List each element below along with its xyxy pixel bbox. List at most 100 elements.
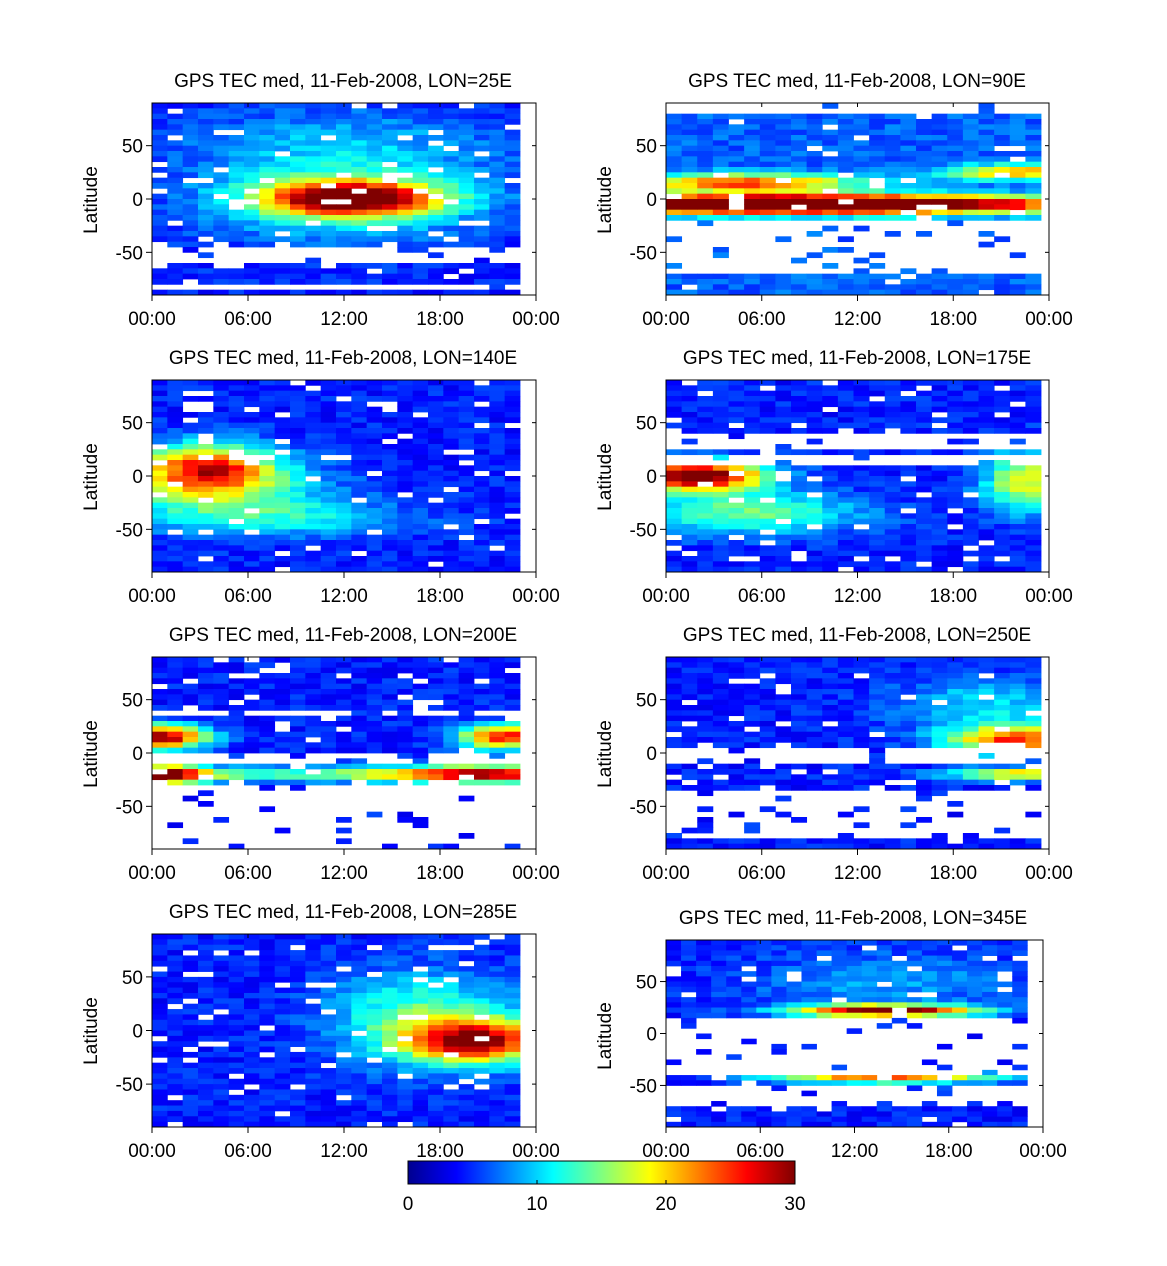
heatmap-cell: [697, 449, 714, 456]
heatmap-cell: [978, 524, 995, 530]
heatmap-cell: [489, 1105, 506, 1112]
heatmap-cell: [458, 731, 475, 738]
heatmap-cell: [213, 135, 230, 141]
heatmap-cell: [351, 486, 368, 493]
heatmap-cell: [869, 721, 886, 727]
heatmap-cell: [305, 550, 322, 557]
heatmap-cell: [351, 529, 368, 536]
heatmap-cell: [994, 401, 1011, 408]
heatmap-cell: [412, 1057, 429, 1064]
heatmap-cell: [489, 380, 506, 386]
heatmap-cell: [759, 667, 776, 674]
heatmap-cell: [474, 721, 490, 727]
heatmap-cell: [978, 199, 995, 205]
heatmap-cell: [853, 113, 870, 120]
heatmap-cell: [775, 561, 792, 568]
heatmap-cell: [198, 1019, 214, 1026]
heatmap-cell: [1009, 465, 1026, 472]
heatmap-cell: [167, 231, 184, 237]
heatmap-cell: [916, 795, 933, 802]
heatmap-cell: [412, 135, 429, 141]
y-tick-label: 50: [636, 414, 657, 435]
heatmap-cell: [412, 529, 429, 536]
heatmap-cell: [869, 492, 886, 498]
heatmap-cell: [978, 273, 995, 280]
heatmap-cell: [412, 960, 429, 967]
heatmap-cell: [837, 161, 854, 168]
heatmap-cell: [666, 396, 683, 402]
heatmap-cell: [666, 689, 683, 695]
heatmap-cell: [274, 1116, 291, 1123]
heatmap-cell: [443, 438, 460, 445]
heatmap-cell: [728, 417, 745, 424]
heatmap-cell: [198, 1105, 214, 1112]
heatmap-cell: [443, 950, 460, 956]
heatmap-cell: [837, 167, 854, 173]
heatmap-cell: [1025, 401, 1042, 408]
heatmap-cell: [228, 556, 245, 562]
heatmap-cell: [474, 225, 490, 232]
heatmap-cell: [152, 662, 168, 669]
heatmap-cell: [759, 699, 776, 706]
heatmap-cell: [152, 454, 168, 461]
heatmap-cell: [681, 167, 698, 173]
heatmap-cell: [666, 997, 682, 1003]
heatmap-cell: [837, 135, 854, 141]
heatmap-cell: [947, 492, 964, 498]
heatmap-cell: [305, 177, 322, 184]
heatmap-cell: [274, 188, 291, 195]
heatmap-cell: [728, 838, 745, 845]
heatmap-cell: [244, 769, 260, 775]
heatmap-cell: [681, 151, 698, 157]
heatmap-cell: [290, 747, 306, 754]
heatmap-cell: [947, 390, 964, 397]
heatmap-cell: [994, 731, 1011, 738]
heatmap-cell: [397, 1019, 414, 1026]
heatmap-cell: [489, 273, 506, 280]
heatmap-cell: [697, 566, 714, 573]
heatmap-cell: [228, 401, 245, 408]
heatmap-cell: [274, 135, 291, 141]
heatmap-cell: [397, 556, 414, 562]
heatmap-cell: [759, 492, 776, 498]
heatmap-cell: [489, 1116, 506, 1123]
heatmap-cell: [259, 444, 276, 450]
heatmap-cell: [994, 705, 1011, 711]
heatmap-cell: [744, 145, 761, 152]
heatmap-cell: [351, 561, 368, 568]
heatmap-cell: [397, 1051, 414, 1058]
heatmap-cell: [837, 465, 854, 472]
heatmap-cell: [947, 683, 964, 690]
heatmap-cell: [382, 966, 398, 972]
heatmap-cell: [397, 476, 414, 482]
heatmap-cell: [167, 476, 184, 482]
heatmap-cell: [962, 476, 979, 482]
heatmap-cell: [305, 556, 322, 562]
heatmap-cell: [167, 747, 184, 754]
heatmap-cell: [366, 231, 383, 237]
heatmap-cell: [167, 140, 184, 147]
heatmap-cell: [412, 1084, 429, 1090]
heatmap-cell: [697, 556, 714, 562]
heatmap-cell: [1025, 673, 1042, 679]
heatmap-cell: [489, 950, 506, 956]
heatmap-cell: [822, 215, 839, 221]
heatmap-cell: [666, 476, 683, 482]
heatmap-cell: [290, 396, 306, 402]
heatmap-cell: [336, 699, 352, 706]
heatmap-cell: [869, 524, 886, 530]
heatmap-cell: [504, 556, 521, 562]
heatmap-cell: [489, 960, 506, 967]
heatmap-cell: [697, 193, 714, 200]
heatmap-cell: [504, 726, 521, 733]
heatmap-cell: [681, 1007, 697, 1014]
heatmap-cell: [1025, 417, 1042, 424]
heatmap-cell: [351, 193, 368, 200]
heatmap-cell: [198, 769, 214, 775]
heatmap-cell: [397, 1084, 414, 1090]
heatmap-cell: [320, 279, 337, 285]
heatmap-cell: [489, 566, 506, 573]
heatmap-cell: [412, 982, 429, 989]
heatmap-cell: [900, 204, 917, 211]
heatmap-cell: [305, 268, 322, 275]
